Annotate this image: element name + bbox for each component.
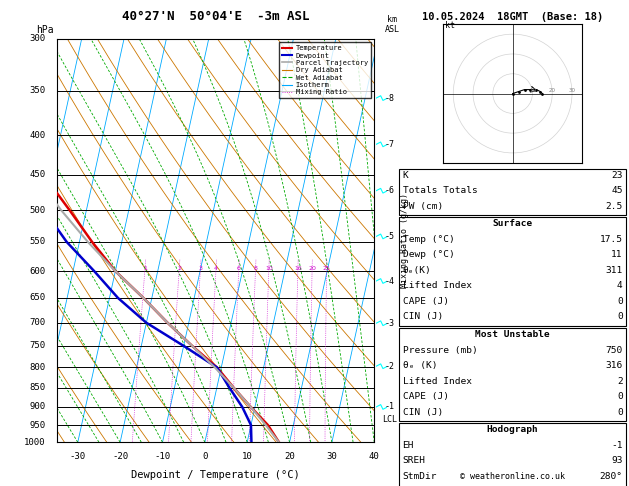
Text: 950: 950 bbox=[30, 420, 45, 430]
Text: 800: 800 bbox=[30, 363, 45, 372]
Text: -4: -4 bbox=[385, 277, 395, 285]
Text: -10: -10 bbox=[155, 452, 170, 461]
Text: 20: 20 bbox=[284, 452, 295, 461]
Text: 316: 316 bbox=[606, 361, 623, 370]
Text: 10: 10 bbox=[529, 87, 536, 92]
Text: 350: 350 bbox=[30, 86, 45, 95]
Text: -7: -7 bbox=[385, 140, 395, 149]
Text: Most Unstable: Most Unstable bbox=[476, 330, 550, 339]
Text: -3: -3 bbox=[385, 319, 395, 328]
Text: CAPE (J): CAPE (J) bbox=[403, 297, 448, 306]
Text: -1: -1 bbox=[611, 441, 623, 450]
Text: km
ASL: km ASL bbox=[384, 15, 399, 34]
Text: Lifted Index: Lifted Index bbox=[403, 377, 472, 386]
Text: PW (cm): PW (cm) bbox=[403, 202, 443, 211]
Text: CIN (J): CIN (J) bbox=[403, 408, 443, 417]
Text: 17.5: 17.5 bbox=[599, 235, 623, 244]
Text: Hodograph: Hodograph bbox=[487, 425, 538, 434]
Text: Totals Totals: Totals Totals bbox=[403, 186, 477, 195]
Text: 500: 500 bbox=[30, 206, 45, 214]
Text: 16: 16 bbox=[294, 266, 302, 271]
Text: 20: 20 bbox=[308, 266, 316, 271]
Text: hPa: hPa bbox=[36, 25, 53, 35]
Text: 10: 10 bbox=[242, 452, 253, 461]
Text: 750: 750 bbox=[606, 346, 623, 355]
Text: 0: 0 bbox=[617, 392, 623, 401]
Text: 1000: 1000 bbox=[24, 438, 45, 447]
Text: © weatheronline.co.uk: © weatheronline.co.uk bbox=[460, 472, 565, 481]
Text: 280°: 280° bbox=[599, 472, 623, 481]
Text: -20: -20 bbox=[112, 452, 128, 461]
Text: 10.05.2024  18GMT  (Base: 18): 10.05.2024 18GMT (Base: 18) bbox=[422, 12, 603, 22]
Text: 10: 10 bbox=[265, 266, 272, 271]
Text: 30: 30 bbox=[569, 87, 576, 92]
Text: StmDir: StmDir bbox=[403, 472, 437, 481]
Text: Dewpoint / Temperature (°C): Dewpoint / Temperature (°C) bbox=[131, 470, 300, 481]
Text: 4: 4 bbox=[617, 281, 623, 291]
Text: 2: 2 bbox=[617, 377, 623, 386]
Text: -5: -5 bbox=[385, 232, 395, 241]
Text: 25: 25 bbox=[323, 266, 330, 271]
Text: 30: 30 bbox=[326, 452, 337, 461]
Text: 40: 40 bbox=[369, 452, 380, 461]
Text: 400: 400 bbox=[30, 131, 45, 140]
Text: Surface: Surface bbox=[493, 219, 533, 228]
Text: 2.5: 2.5 bbox=[606, 202, 623, 211]
Text: 600: 600 bbox=[30, 267, 45, 276]
Text: 23: 23 bbox=[611, 171, 623, 180]
Text: kt: kt bbox=[445, 21, 455, 30]
Text: -6: -6 bbox=[385, 186, 395, 195]
Text: θₑ(K): θₑ(K) bbox=[403, 266, 431, 275]
Text: 700: 700 bbox=[30, 318, 45, 327]
Text: 850: 850 bbox=[30, 383, 45, 392]
Text: K: K bbox=[403, 171, 408, 180]
Text: 40°27'N  50°04'E  -3m ASL: 40°27'N 50°04'E -3m ASL bbox=[121, 10, 309, 23]
Text: 45: 45 bbox=[611, 186, 623, 195]
Text: 300: 300 bbox=[30, 35, 45, 43]
Text: 2: 2 bbox=[177, 266, 181, 271]
Text: 550: 550 bbox=[30, 238, 45, 246]
Legend: Temperature, Dewpoint, Parcel Trajectory, Dry Adiabat, Wet Adiabat, Isotherm, Mi: Temperature, Dewpoint, Parcel Trajectory… bbox=[279, 42, 370, 98]
Text: 4: 4 bbox=[214, 266, 218, 271]
Text: 6: 6 bbox=[237, 266, 241, 271]
Text: 0: 0 bbox=[617, 408, 623, 417]
Text: -1: -1 bbox=[385, 402, 395, 412]
Text: -2: -2 bbox=[385, 362, 395, 371]
Text: CAPE (J): CAPE (J) bbox=[403, 392, 448, 401]
Text: -30: -30 bbox=[70, 452, 86, 461]
Text: 3: 3 bbox=[198, 266, 203, 271]
Text: 0: 0 bbox=[617, 297, 623, 306]
Text: 650: 650 bbox=[30, 294, 45, 302]
Text: θₑ (K): θₑ (K) bbox=[403, 361, 437, 370]
Text: 93: 93 bbox=[611, 456, 623, 466]
Text: 311: 311 bbox=[606, 266, 623, 275]
Text: -8: -8 bbox=[385, 94, 395, 103]
Text: CIN (J): CIN (J) bbox=[403, 312, 443, 322]
Text: LCL: LCL bbox=[382, 415, 397, 423]
Text: 450: 450 bbox=[30, 170, 45, 179]
Text: 20: 20 bbox=[548, 87, 555, 92]
Text: 0: 0 bbox=[617, 312, 623, 322]
Text: Temp (°C): Temp (°C) bbox=[403, 235, 454, 244]
Text: 750: 750 bbox=[30, 341, 45, 350]
Text: Dewp (°C): Dewp (°C) bbox=[403, 250, 454, 260]
Text: 0: 0 bbox=[202, 452, 208, 461]
Text: SREH: SREH bbox=[403, 456, 426, 466]
Text: 900: 900 bbox=[30, 402, 45, 412]
Text: Lifted Index: Lifted Index bbox=[403, 281, 472, 291]
Text: 1: 1 bbox=[143, 266, 147, 271]
Text: 8: 8 bbox=[253, 266, 257, 271]
Text: Pressure (mb): Pressure (mb) bbox=[403, 346, 477, 355]
Text: 11: 11 bbox=[611, 250, 623, 260]
Text: EH: EH bbox=[403, 441, 414, 450]
Text: Mixing Ratio (g/kg): Mixing Ratio (g/kg) bbox=[399, 193, 409, 288]
